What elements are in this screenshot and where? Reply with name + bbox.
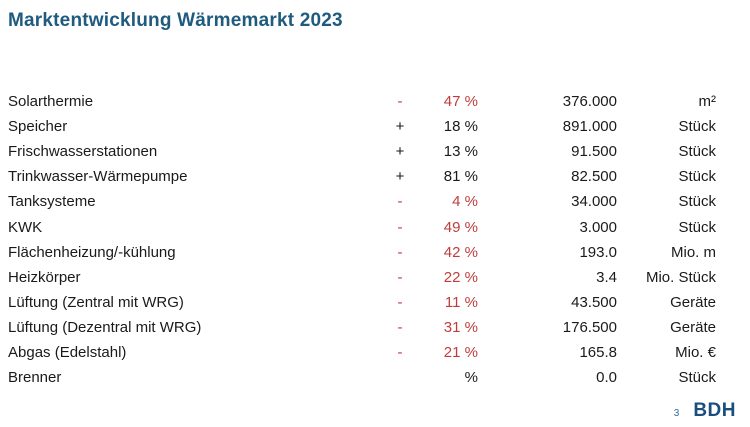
- table-row: Lüftung (Dezentral mit WRG) - 31 % 176.5…: [0, 315, 750, 340]
- row-value: 91.500: [571, 143, 617, 161]
- row-percent: 11 %: [444, 293, 478, 311]
- table-row: Trinkwasser-Wärmepumpe + 81 % 82.500 Stü…: [0, 164, 750, 189]
- row-percent: 42 %: [443, 243, 478, 261]
- row-value: 193.0: [579, 243, 617, 261]
- row-percent: 22 %: [443, 268, 478, 286]
- row-unit: m²: [698, 93, 717, 111]
- row-sign: -: [397, 293, 403, 311]
- row-value: 82.500: [571, 168, 617, 186]
- table-row: Tanksysteme - 4 % 34.000 Stück: [0, 189, 750, 214]
- bdh-logo: BDH: [693, 400, 736, 421]
- row-unit: Stück: [678, 369, 716, 387]
- row-unit: Stück: [678, 168, 716, 186]
- row-sign: -: [397, 243, 403, 261]
- row-label: Flächenheizung/-kühlung: [8, 243, 176, 261]
- row-percent: %: [464, 369, 478, 387]
- table-row: Lüftung (Zentral mit WRG) - 11 % 43.500 …: [0, 290, 750, 315]
- row-label: Frischwasserstationen: [8, 143, 158, 161]
- row-value: 376.000: [562, 93, 617, 111]
- table-row: Brenner % 0.0 Stück: [0, 365, 750, 390]
- row-value: 43.500: [571, 293, 617, 311]
- page-number: 3: [673, 408, 680, 419]
- row-value: 165.8: [579, 343, 617, 361]
- row-unit: Geräte: [670, 293, 716, 311]
- row-label: Heizkörper: [8, 268, 81, 286]
- row-label: KWK: [8, 218, 43, 236]
- row-percent: 13 %: [443, 143, 478, 161]
- table-row: Solarthermie - 47 % 376.000 m²: [0, 89, 750, 114]
- row-value: 3.4: [596, 268, 617, 286]
- row-sign: -: [397, 268, 403, 286]
- row-unit: Stück: [678, 118, 716, 136]
- table-row: Speicher + 18 % 891.000 Stück: [0, 114, 750, 139]
- table-row: Heizkörper - 22 % 3.4 Mio. Stück: [0, 265, 750, 290]
- row-unit: Stück: [678, 143, 716, 161]
- table-row: Flächenheizung/-kühlung - 42 % 193.0 Mio…: [0, 240, 750, 265]
- row-value: 0.0: [596, 369, 617, 387]
- row-percent: 49 %: [443, 218, 478, 236]
- row-label: Tanksysteme: [8, 193, 96, 211]
- row-percent: 47 %: [443, 93, 478, 111]
- row-unit: Geräte: [670, 318, 716, 336]
- row-label: Brenner: [8, 369, 62, 387]
- row-unit: Mio. Stück: [645, 268, 716, 286]
- row-sign: +: [395, 168, 405, 186]
- row-sign: +: [395, 118, 405, 136]
- row-sign: -: [397, 343, 403, 361]
- row-value: 176.500: [562, 318, 617, 336]
- market-table: Solarthermie - 47 % 376.000 m² Speicher …: [0, 89, 750, 390]
- row-sign: +: [395, 143, 405, 161]
- row-label: Solarthermie: [8, 93, 94, 111]
- row-sign: -: [397, 193, 403, 211]
- row-value: 34.000: [571, 193, 617, 211]
- row-sign: -: [397, 318, 403, 336]
- row-label: Trinkwasser-Wärmepumpe: [8, 168, 188, 186]
- footer: 3 BDH: [674, 400, 736, 422]
- table-row: Abgas (Edelstahl) - 21 % 165.8 Mio. €: [0, 340, 750, 365]
- row-unit: Stück: [678, 218, 716, 236]
- row-value: 3.000: [579, 218, 617, 236]
- row-label: Abgas (Edelstahl): [8, 343, 127, 361]
- row-label: Speicher: [8, 118, 68, 136]
- table-row: KWK - 49 % 3.000 Stück: [0, 214, 750, 239]
- row-label: Lüftung (Zentral mit WRG): [8, 293, 184, 311]
- row-percent: 31 %: [443, 318, 478, 336]
- row-percent: 21 %: [443, 343, 478, 361]
- row-unit: Mio. m: [671, 243, 716, 261]
- row-value: 891.000: [562, 118, 617, 136]
- row-unit: Mio. €: [675, 343, 716, 361]
- row-percent: 4 %: [452, 193, 478, 211]
- page-title: Marktentwicklung Wärmemarkt 2023: [8, 10, 343, 31]
- row-percent: 18 %: [443, 118, 478, 136]
- row-sign: -: [397, 218, 403, 236]
- row-label: Lüftung (Dezentral mit WRG): [8, 318, 202, 336]
- row-unit: Stück: [678, 193, 716, 211]
- row-sign: -: [397, 93, 403, 111]
- row-percent: 81 %: [443, 168, 478, 186]
- table-row: Frischwasserstationen + 13 % 91.500 Stüc…: [0, 139, 750, 164]
